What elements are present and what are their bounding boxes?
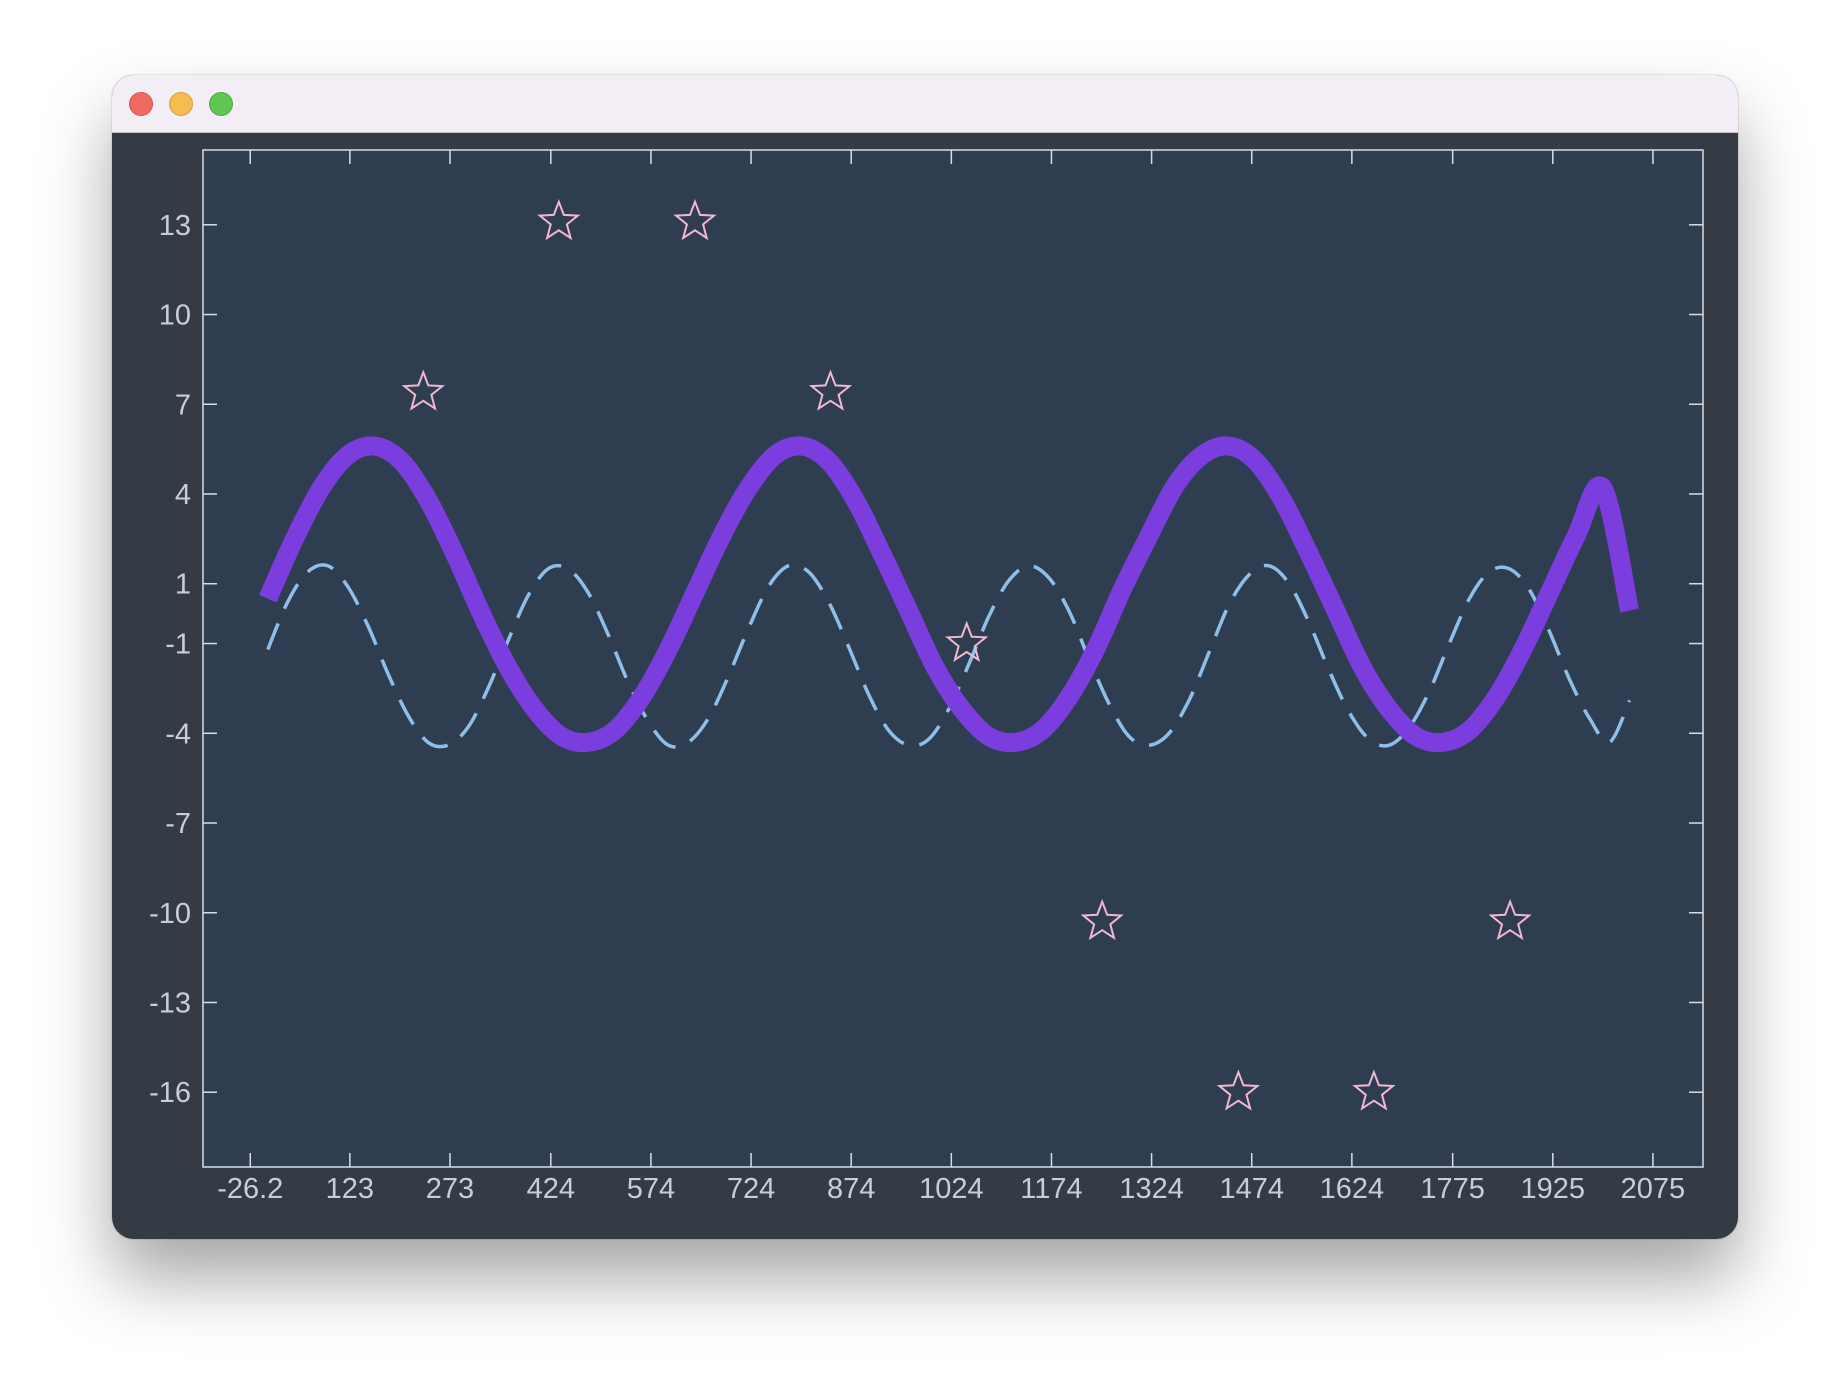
x-tick-label: 574 bbox=[627, 1173, 675, 1205]
star-marker bbox=[945, 620, 989, 662]
star-marker bbox=[1080, 898, 1124, 941]
x-tick-label: 424 bbox=[527, 1173, 575, 1205]
star-marker bbox=[1488, 898, 1532, 941]
y-tick-label: 7 bbox=[175, 389, 191, 421]
y-tick-label: -4 bbox=[165, 718, 191, 750]
star-marker bbox=[808, 369, 853, 411]
y-tick-label: -16 bbox=[149, 1077, 191, 1109]
series-solid-line bbox=[259, 436, 1639, 753]
y-tick-label: 10 bbox=[159, 300, 191, 332]
y-tick-label: 4 bbox=[175, 479, 191, 511]
chart-window: -26.2 123 273 424 574 724 874 1024 1174 1324 1474 1… bbox=[112, 75, 1738, 1239]
y-tick-label: -13 bbox=[149, 987, 191, 1019]
star-marker bbox=[1352, 1069, 1396, 1111]
y-tick-label: 1 bbox=[175, 569, 191, 601]
plot-area bbox=[203, 150, 1703, 1167]
star-marker bbox=[401, 369, 445, 411]
line-chart: -26.2 123 273 424 574 724 874 1024 1174 1324 1474 1… bbox=[149, 149, 1704, 1205]
x-tick-label: 1775 bbox=[1420, 1173, 1485, 1205]
x-tick-label: 1624 bbox=[1320, 1173, 1385, 1205]
plot-frame bbox=[202, 149, 1704, 1168]
y-tick-label: 13 bbox=[159, 210, 191, 242]
star-marker bbox=[537, 198, 581, 241]
tick-labels: -26.2 123 273 424 574 724 874 1024 1174 1324 1474 1… bbox=[149, 210, 1685, 1205]
x-tick-label: 874 bbox=[827, 1173, 875, 1205]
x-tick-label: 2075 bbox=[1621, 1173, 1686, 1205]
minimize-button[interactable] bbox=[169, 92, 193, 116]
series-layer bbox=[259, 198, 1639, 1111]
x-tick-label: 1324 bbox=[1119, 1173, 1184, 1205]
axes bbox=[202, 149, 1704, 1168]
y-tick-label: -7 bbox=[165, 808, 191, 840]
x-tick-label: 724 bbox=[727, 1173, 775, 1205]
x-tick-label: -26.2 bbox=[217, 1173, 283, 1205]
y-tick-label: -10 bbox=[149, 898, 191, 930]
star-marker bbox=[673, 198, 717, 241]
x-tick-label: 1174 bbox=[1020, 1173, 1082, 1205]
title-bar bbox=[112, 75, 1738, 133]
x-tick-label: 273 bbox=[426, 1173, 474, 1205]
x-tick-label: 123 bbox=[326, 1173, 374, 1205]
close-button[interactable] bbox=[129, 92, 153, 116]
y-tick-label: -1 bbox=[165, 629, 191, 661]
x-tick-label: 1925 bbox=[1521, 1173, 1586, 1205]
zoom-button[interactable] bbox=[209, 92, 233, 116]
x-tick-label: 1024 bbox=[919, 1173, 984, 1205]
x-tick-label: 1474 bbox=[1219, 1173, 1284, 1205]
star-marker bbox=[1216, 1069, 1261, 1111]
